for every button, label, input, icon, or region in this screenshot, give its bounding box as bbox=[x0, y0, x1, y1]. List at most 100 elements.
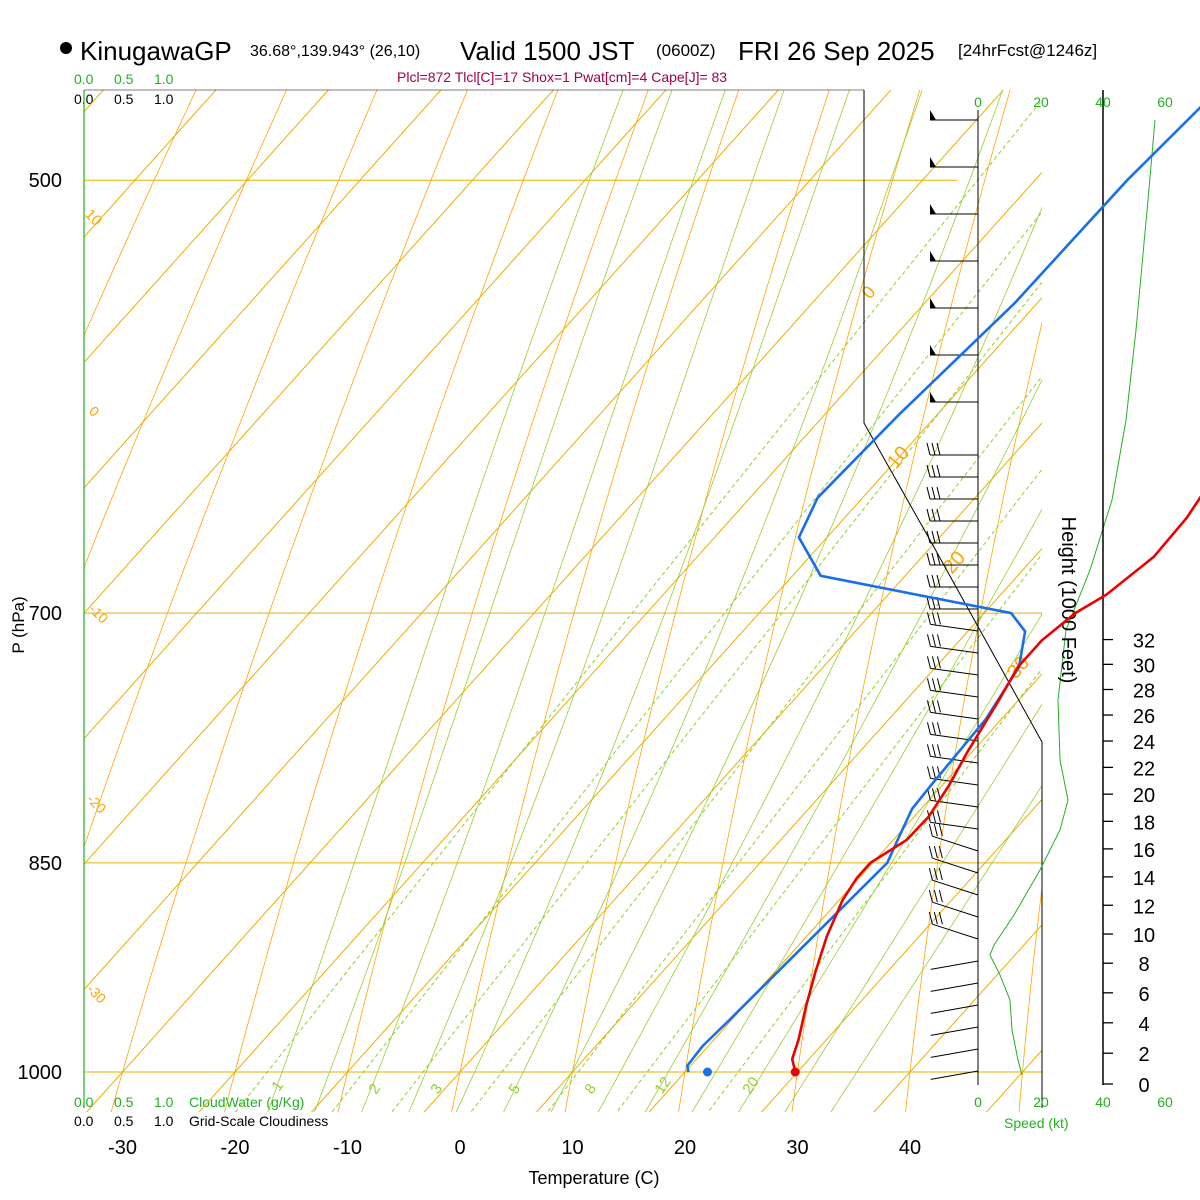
speed-axis-title: Speed (kt) bbox=[1004, 1115, 1069, 1131]
mixing-ratio-line bbox=[470, 375, 1042, 1112]
dry-adiabat-label: 0 bbox=[86, 403, 103, 420]
height-tick-label: 16 bbox=[1133, 840, 1155, 862]
height-tick-label: 32 bbox=[1133, 631, 1155, 653]
wind-barb-staff bbox=[930, 982, 979, 992]
moist-adiabat-line bbox=[503, 90, 923, 1112]
pressure-tick-label: 1000 bbox=[18, 1062, 63, 1084]
wind-barb-flag bbox=[930, 298, 936, 308]
wind-barb-staff bbox=[930, 1026, 979, 1036]
cloud-scale-bottom: 0.0 0.5 1.0 CloudWater (g/Kg) 0.0 0.5 1.… bbox=[74, 1094, 328, 1129]
dewpoint-profile bbox=[686, 105, 1200, 1073]
moist-adiabat-line bbox=[550, 90, 1004, 1112]
surface-temperature-point bbox=[790, 1067, 800, 1077]
wind-barb-feather bbox=[931, 766, 936, 779]
wind-barb-feather bbox=[936, 656, 941, 669]
wind-barb-staff bbox=[930, 821, 979, 830]
wind-barb-flag bbox=[930, 392, 936, 402]
wind-barb-feather bbox=[926, 612, 931, 625]
cloudiness-scale-label: 1.0 bbox=[154, 1113, 174, 1129]
wind-barb-feather bbox=[931, 656, 936, 669]
moist-adiabat-line bbox=[738, 613, 1042, 1112]
isotherm-line bbox=[84, 90, 105, 113]
wind-barb-feather bbox=[926, 530, 931, 544]
height-tick-label: 20 bbox=[1133, 785, 1155, 807]
station-name: KinugawaGP bbox=[80, 36, 232, 66]
dry-adiabat-label: 10 bbox=[883, 442, 914, 473]
wind-barb-staff bbox=[932, 879, 979, 896]
temperature-tick-label: 30 bbox=[786, 1137, 808, 1159]
wind-barb-feather bbox=[931, 744, 936, 757]
height-tick-label: 24 bbox=[1133, 732, 1155, 754]
speed-tick-label-top: 60 bbox=[1157, 94, 1173, 110]
wind-barb-flag bbox=[930, 345, 936, 355]
moist-adiabat-line bbox=[408, 90, 785, 1112]
wind-barb-feather bbox=[926, 678, 931, 691]
temperature-tick-label: 0 bbox=[454, 1137, 465, 1159]
wind-barb-feather bbox=[938, 824, 943, 837]
moist-adiabat-line bbox=[314, 90, 673, 1112]
temperature-tick-label: -20 bbox=[221, 1137, 250, 1159]
wind-barb-feather bbox=[936, 508, 941, 522]
wind-barb-feather bbox=[931, 678, 936, 691]
dry-adiabat-line bbox=[905, 321, 1042, 1112]
moist-adiabat-line bbox=[267, 90, 624, 1112]
isotherm-line bbox=[985, 1049, 1042, 1112]
dry-adiabat-line bbox=[84, 90, 287, 569]
dry-adiabat-line bbox=[84, 90, 378, 849]
dry-adiabat-line bbox=[224, 90, 559, 1112]
wind-barb-feather bbox=[936, 464, 941, 478]
wind-profile bbox=[926, 110, 1156, 1085]
wind-barb-staff bbox=[930, 960, 979, 970]
y-axis-title: P (hPa) bbox=[9, 596, 28, 653]
wind-barb-staff bbox=[932, 901, 979, 918]
mixing-ratio-label: 1 bbox=[268, 1078, 287, 1095]
wind-barb-staff bbox=[930, 1070, 979, 1080]
height-tick-label: 14 bbox=[1133, 868, 1155, 890]
wind-barb-feather bbox=[926, 596, 931, 610]
dry-adiabat-label: 20 bbox=[939, 547, 970, 578]
wind-barb-staff bbox=[930, 711, 979, 720]
height-tick-label: 2 bbox=[1138, 1044, 1149, 1066]
cloudiness-scale-label: 0.5 bbox=[114, 91, 134, 107]
wind-barb-feather bbox=[933, 868, 938, 881]
height-tick-label: 22 bbox=[1133, 758, 1155, 780]
moist-adiabat-line bbox=[455, 90, 850, 1112]
pressure-axis: 2503004005007008501000 bbox=[18, 170, 63, 1084]
wind-barb-feather bbox=[931, 508, 936, 522]
height-tick-label: 6 bbox=[1138, 984, 1149, 1006]
wind-speed-curve bbox=[989, 119, 1156, 1076]
wind-barb-staff bbox=[932, 835, 979, 852]
pressure-tick-label: 500 bbox=[29, 170, 62, 192]
wind-barb-flag bbox=[930, 157, 936, 167]
wind-barb-feather bbox=[928, 846, 933, 859]
dry-adiabat-line bbox=[1018, 884, 1042, 1112]
dry-adiabat-label: 0 bbox=[858, 282, 880, 303]
moist-adiabat-line bbox=[361, 90, 726, 1112]
wind-barb-feather bbox=[926, 634, 931, 647]
dry-adiabat-line bbox=[451, 90, 740, 1112]
wind-barb-feather bbox=[926, 508, 931, 522]
speed-tick-label-top: 20 bbox=[1033, 94, 1049, 110]
wind-barb-flag bbox=[930, 204, 936, 214]
wind-barb-feather bbox=[938, 912, 943, 925]
wind-barb-feather bbox=[928, 912, 933, 925]
dry-adiabat-label: 10 bbox=[81, 206, 105, 230]
wind-barb-feather bbox=[926, 552, 931, 566]
cloudwater-scale-label: 1.0 bbox=[154, 1094, 174, 1110]
wind-barb-feather bbox=[926, 442, 931, 456]
wind-barb-feather bbox=[926, 700, 931, 713]
wind-barb-feather bbox=[938, 890, 943, 903]
dry-adiabat-label: -10 bbox=[86, 601, 112, 627]
wind-barb-staff bbox=[930, 623, 979, 632]
temperature-profile bbox=[790, 495, 1200, 1073]
mixing-ratio-label: 8 bbox=[581, 1081, 600, 1098]
wind-barb-feather bbox=[936, 552, 941, 566]
wind-barb-feather bbox=[931, 486, 936, 500]
cloudiness-label: Grid-Scale Cloudiness bbox=[189, 1113, 328, 1129]
isotherm-line bbox=[535, 547, 1042, 1112]
wind-barb-flag bbox=[930, 110, 936, 120]
speed-tick-label-bottom: 40 bbox=[1095, 1094, 1111, 1110]
